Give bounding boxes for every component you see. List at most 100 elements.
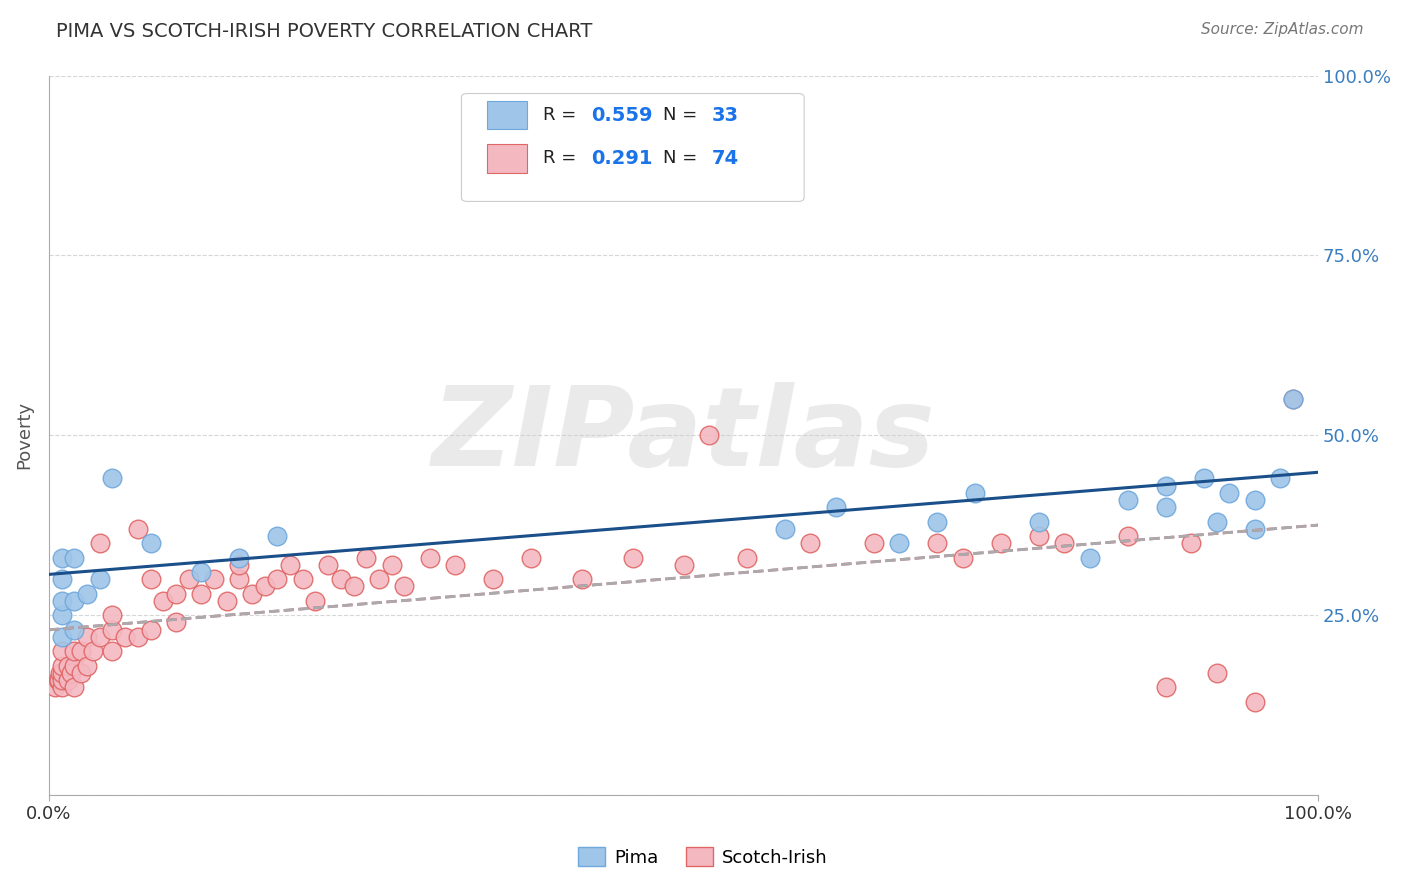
FancyBboxPatch shape xyxy=(461,94,804,202)
Point xyxy=(927,515,949,529)
Point xyxy=(1243,522,1265,536)
Point xyxy=(824,500,846,515)
Point xyxy=(63,644,86,658)
Point xyxy=(735,169,758,184)
Point xyxy=(1243,694,1265,708)
Point xyxy=(63,658,86,673)
Point xyxy=(82,644,104,658)
Point xyxy=(356,550,378,565)
Point xyxy=(51,572,73,586)
Point xyxy=(965,486,987,500)
Point xyxy=(394,579,416,593)
Point xyxy=(1205,665,1227,680)
Point xyxy=(165,615,187,630)
Text: ZIPatlas: ZIPatlas xyxy=(432,382,935,489)
Point xyxy=(1154,680,1177,694)
Point xyxy=(1116,493,1139,508)
Point xyxy=(56,658,79,673)
Point xyxy=(127,630,149,644)
Legend: Pima, Scotch-Irish: Pima, Scotch-Irish xyxy=(571,840,835,874)
Point xyxy=(1028,529,1050,543)
Point xyxy=(240,586,263,600)
Point xyxy=(1078,550,1101,565)
Point xyxy=(139,623,162,637)
Point xyxy=(63,594,86,608)
Point xyxy=(253,579,276,593)
Point xyxy=(228,550,250,565)
Point xyxy=(114,630,136,644)
Point xyxy=(101,644,124,658)
Point xyxy=(46,673,69,687)
Text: 0.291: 0.291 xyxy=(591,149,652,168)
Point xyxy=(101,471,124,485)
Point xyxy=(63,623,86,637)
Point xyxy=(165,586,187,600)
Point xyxy=(735,550,758,565)
Point xyxy=(304,594,326,608)
Point xyxy=(1154,478,1177,492)
Point xyxy=(1192,471,1215,485)
Point xyxy=(1028,515,1050,529)
FancyBboxPatch shape xyxy=(486,101,527,129)
Point xyxy=(520,550,543,565)
Point xyxy=(76,658,98,673)
Point xyxy=(329,572,352,586)
Point xyxy=(101,608,124,623)
Point xyxy=(316,558,339,572)
Point xyxy=(1154,500,1177,515)
Point xyxy=(889,536,911,550)
Point xyxy=(621,550,644,565)
Point xyxy=(51,550,73,565)
Point xyxy=(51,673,73,687)
Point xyxy=(69,644,91,658)
Point xyxy=(342,579,364,593)
Point xyxy=(59,665,82,680)
Point xyxy=(368,572,391,586)
Point xyxy=(76,630,98,644)
Text: 33: 33 xyxy=(711,105,738,125)
Point xyxy=(63,680,86,694)
Text: 74: 74 xyxy=(711,149,738,168)
Point xyxy=(697,428,720,442)
Point xyxy=(215,594,238,608)
Point xyxy=(291,572,314,586)
Point xyxy=(1243,493,1265,508)
Point xyxy=(152,594,174,608)
Point xyxy=(63,550,86,565)
Point xyxy=(51,608,73,623)
Point xyxy=(89,536,111,550)
Point xyxy=(482,572,505,586)
Point xyxy=(672,558,695,572)
Point xyxy=(927,536,949,550)
Point xyxy=(990,536,1012,550)
Text: N =: N = xyxy=(664,149,703,168)
Point xyxy=(51,665,73,680)
Point xyxy=(1116,529,1139,543)
Point xyxy=(139,536,162,550)
Point xyxy=(51,630,73,644)
Point xyxy=(101,623,124,637)
Point xyxy=(51,658,73,673)
Text: PIMA VS SCOTCH-IRISH POVERTY CORRELATION CHART: PIMA VS SCOTCH-IRISH POVERTY CORRELATION… xyxy=(56,22,592,41)
Point xyxy=(56,673,79,687)
Point xyxy=(571,572,593,586)
Text: R =: R = xyxy=(543,149,582,168)
Point xyxy=(190,565,212,579)
Point xyxy=(266,529,288,543)
Point xyxy=(177,572,200,586)
Point xyxy=(228,558,250,572)
Text: Source: ZipAtlas.com: Source: ZipAtlas.com xyxy=(1201,22,1364,37)
Point xyxy=(89,630,111,644)
Point xyxy=(278,558,301,572)
Point xyxy=(1281,392,1303,407)
Y-axis label: Poverty: Poverty xyxy=(15,401,32,469)
Point xyxy=(863,536,886,550)
Point xyxy=(1180,536,1202,550)
Point xyxy=(1053,536,1076,550)
Point xyxy=(419,550,441,565)
Point xyxy=(51,644,73,658)
Text: 0.559: 0.559 xyxy=(591,105,652,125)
Text: N =: N = xyxy=(664,106,703,124)
Point xyxy=(51,594,73,608)
Point xyxy=(69,665,91,680)
